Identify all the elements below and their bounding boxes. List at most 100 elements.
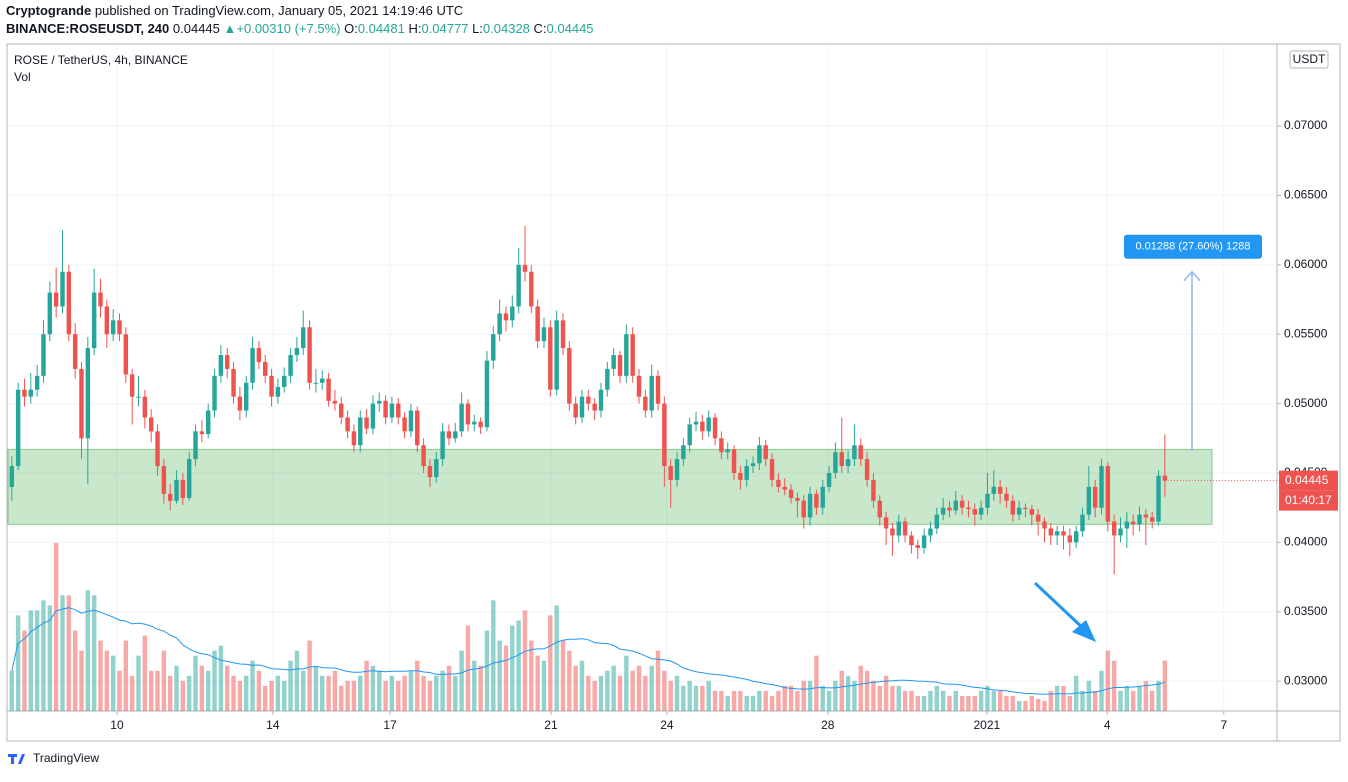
countdown-box [1279, 490, 1338, 511]
volume-bar [845, 675, 851, 711]
candle-body [434, 459, 439, 478]
volume-bar [79, 650, 84, 711]
candle-body [408, 410, 414, 432]
candle-body [459, 403, 464, 432]
candle-body [1118, 528, 1123, 536]
volume-bar [218, 645, 224, 711]
volume-bar [852, 680, 857, 711]
volume-bar [598, 675, 604, 711]
candle-body [909, 535, 914, 546]
volume-bar [47, 605, 53, 711]
volume-bar [522, 610, 528, 711]
candle-body [1073, 531, 1079, 543]
candle-body [1156, 475, 1161, 522]
volume-bar [940, 690, 946, 711]
volume-bar [529, 640, 534, 711]
candle-body [224, 355, 230, 369]
x-tick-label: 28 [821, 718, 835, 732]
published: published on TradingView.com, January 05… [95, 3, 463, 18]
volume-bar [446, 665, 452, 711]
volume-bar [377, 670, 382, 711]
volume-bar [1067, 695, 1073, 711]
candle-body [66, 271, 72, 335]
candle-body [617, 355, 623, 376]
volume-bar [345, 680, 350, 711]
volume-bar [510, 625, 515, 711]
candle-body [377, 400, 382, 404]
volume-bar [1016, 700, 1022, 711]
candle-body [554, 320, 559, 390]
y-tick-label: 0.06000 [1284, 257, 1328, 271]
candle-body [1162, 475, 1168, 481]
volume-bar [833, 680, 838, 711]
y-tick-label: 0.03500 [1284, 604, 1328, 618]
candle-body [307, 327, 312, 383]
change: +0.00310 (+7.5%) [236, 21, 340, 36]
volume-bar [180, 680, 186, 711]
volume-bar [9, 670, 15, 711]
volume-bar [28, 610, 34, 711]
candle-body [320, 378, 325, 383]
candle-body [1061, 531, 1066, 536]
candle-body [719, 438, 724, 453]
volume-bar [484, 630, 490, 711]
candle-body [421, 445, 426, 467]
candle-body [402, 417, 407, 432]
candle-body [655, 375, 661, 404]
candle-body [807, 493, 813, 518]
candle-body [972, 509, 978, 515]
candle-body [85, 348, 91, 439]
candle-body [98, 292, 103, 307]
measure-arrowhead [1183, 270, 1201, 282]
volume-bar [256, 670, 262, 711]
candle-body [358, 417, 363, 446]
candle-body [871, 479, 876, 501]
candle-body [795, 497, 800, 501]
candle-body [142, 396, 148, 418]
volume-bar [72, 630, 78, 711]
volume-bar [1080, 690, 1085, 711]
volume-bar [776, 690, 781, 711]
candle-body [1111, 521, 1117, 536]
candle-body [725, 449, 730, 453]
candle-body [643, 396, 648, 411]
volume-bar [1162, 660, 1168, 711]
candle-body [845, 459, 851, 467]
candle-body [415, 410, 420, 446]
volume-bar [1048, 690, 1054, 711]
volume-bar [991, 690, 997, 711]
volume-bar [224, 665, 230, 711]
volume-bar [320, 675, 325, 711]
candle-body [161, 466, 167, 494]
candle-body [9, 466, 15, 487]
volume-bar [997, 690, 1003, 711]
candle-body [662, 403, 667, 467]
candle-body [712, 417, 718, 439]
candle-body [959, 500, 965, 508]
candle-body [351, 431, 357, 446]
volume-bar [839, 670, 844, 711]
candle-body [313, 382, 319, 384]
volume-bar [605, 670, 610, 711]
volume-bar [985, 685, 990, 711]
volume-bar [890, 685, 895, 711]
volume-bar [858, 665, 863, 711]
candle-body [364, 417, 369, 429]
volume-bar [668, 680, 673, 711]
candle-body [345, 417, 350, 432]
volume-bar [769, 695, 775, 711]
candle-body [915, 545, 920, 548]
volume-bar [864, 670, 870, 711]
candle-body [674, 459, 680, 480]
volume-bar [15, 615, 21, 711]
annotation-arrowhead [1072, 620, 1096, 642]
volume-bar [408, 670, 414, 711]
candle-body [275, 386, 281, 397]
volume-bar [294, 650, 300, 711]
currency-box[interactable] [1289, 50, 1329, 69]
candle-body [1149, 517, 1155, 522]
volume-bar [934, 685, 940, 711]
candle-body [250, 348, 255, 383]
candle-body [34, 375, 40, 390]
volume-bar [60, 595, 65, 711]
